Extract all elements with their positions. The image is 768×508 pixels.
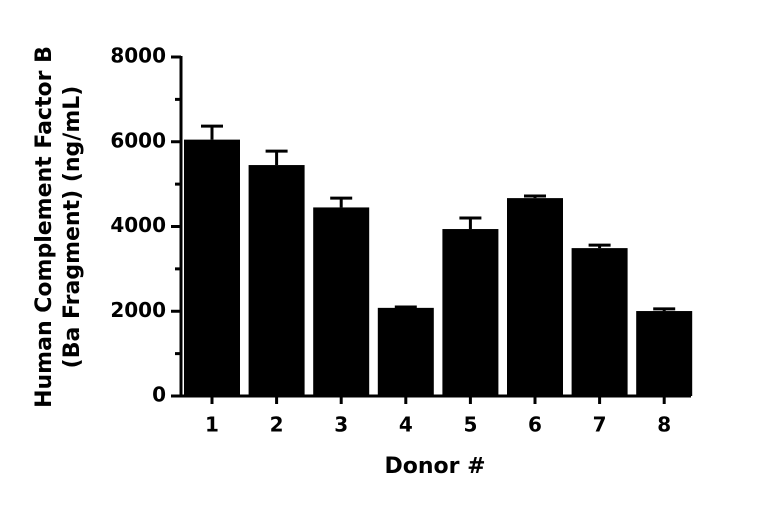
x-tick-label: 2 (270, 413, 284, 437)
bar (571, 248, 628, 396)
x-tick-label: 1 (205, 413, 219, 437)
x-tick-label: 4 (399, 413, 413, 437)
x-tick-label: 5 (463, 413, 477, 437)
bar (636, 311, 693, 396)
bar (507, 198, 563, 396)
x-tick-label: 6 (528, 413, 542, 437)
bar (184, 139, 240, 396)
bar (313, 207, 370, 396)
y-axis-label: (Ba Fragment) (ng/mL) (60, 86, 85, 369)
y-tick-label: 0 (152, 383, 166, 407)
x-tick-label: 7 (593, 413, 607, 437)
bar (248, 165, 305, 396)
y-axis-label: Human Complement Factor B (32, 46, 57, 408)
x-axis-label: Donor # (384, 454, 485, 479)
bar (377, 307, 434, 396)
y-tick-label: 4000 (110, 213, 166, 237)
y-tick-label: 6000 (110, 128, 166, 152)
x-tick-label: 8 (657, 413, 671, 437)
x-tick-label: 3 (334, 413, 348, 437)
bar (442, 229, 499, 396)
y-tick-label: 8000 (110, 44, 166, 68)
y-tick-label: 2000 (110, 298, 166, 322)
